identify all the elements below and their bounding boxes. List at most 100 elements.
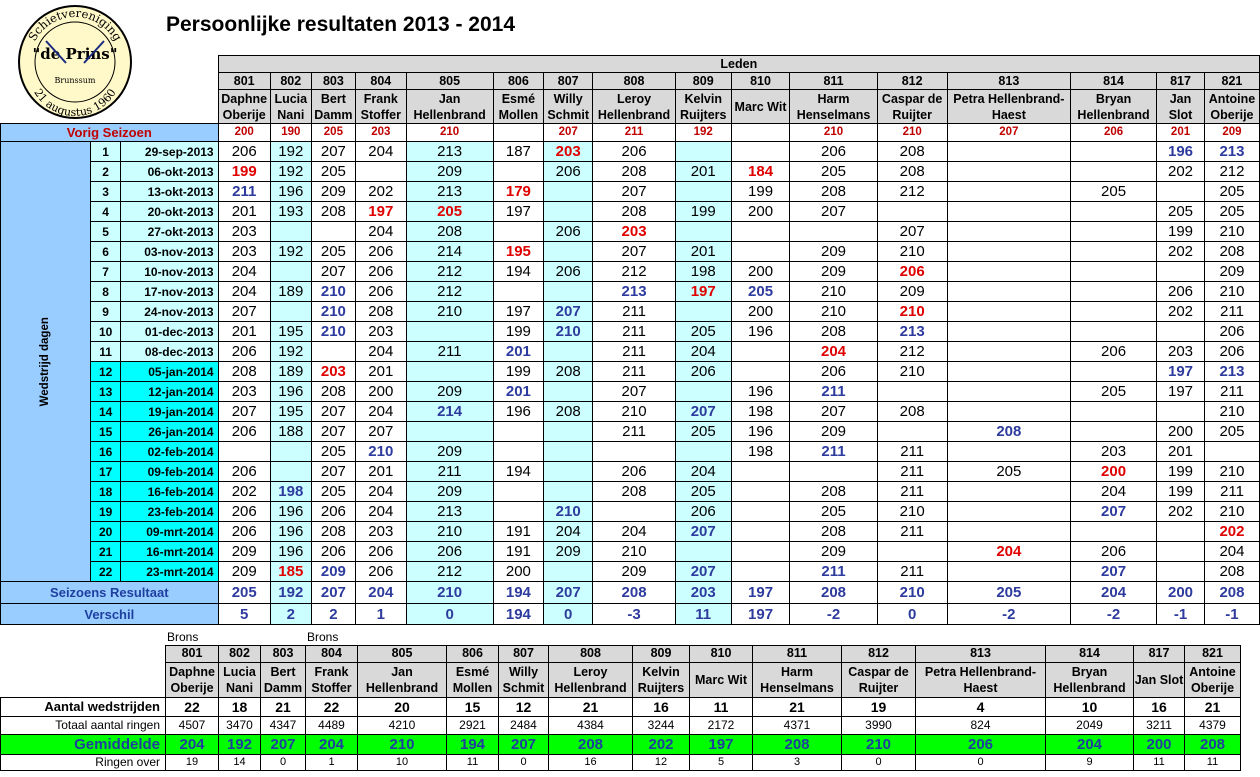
score-cell: 211 [876, 521, 948, 542]
score-cell: 209 [789, 261, 878, 282]
score-cell: 205 [405, 201, 494, 222]
member-name: Bert Damm [310, 89, 357, 124]
round-number: 16 [90, 441, 121, 462]
member-name: Jan Hellenbrand [357, 661, 447, 698]
score-cell: 211 [217, 181, 271, 202]
member-name: Lucia Nani [269, 89, 312, 124]
member-name: Caspar de Ruijter [876, 89, 948, 124]
member-name: Petra Hellenbrand-Haest [915, 661, 1046, 698]
round-number: 2 [90, 161, 121, 182]
matches-value: 19 [841, 696, 916, 717]
average-value: 204 [1045, 733, 1134, 755]
score-cell: 207 [310, 421, 357, 442]
score-cell [946, 341, 1072, 362]
difference-value: 197 [730, 603, 791, 625]
member-number: 807 [498, 644, 549, 663]
round-number: 21 [90, 541, 121, 562]
member-number: 801 [217, 72, 271, 90]
score-cell: 201 [1156, 441, 1205, 462]
rings-over-value: 12 [632, 753, 690, 771]
previous-season-value: 211 [592, 123, 676, 142]
score-cell [946, 361, 1072, 382]
round-date: 27-okt-2013 [120, 221, 219, 242]
score-cell: 210 [543, 321, 594, 342]
score-cell [492, 441, 545, 462]
score-cell: 207 [217, 401, 271, 422]
score-cell: 210 [876, 501, 948, 522]
round-date: 10-nov-2013 [120, 261, 219, 282]
score-cell: 208 [592, 161, 676, 182]
average-value: 200 [1133, 733, 1185, 755]
score-cell: 210 [1203, 461, 1260, 482]
rings-over-value: 5 [689, 753, 753, 771]
score-cell [492, 221, 545, 242]
season-result-value: 210 [405, 581, 494, 604]
logo-place: Brunssum [55, 76, 96, 85]
score-cell: 211 [789, 381, 878, 402]
season-result-value: 203 [674, 581, 732, 604]
score-cell: 184 [730, 161, 791, 182]
score-cell [674, 301, 732, 322]
score-cell: 206 [1069, 341, 1158, 362]
score-cell: 206 [592, 461, 676, 482]
member-number: 817 [1156, 72, 1205, 90]
score-cell: 209 [789, 541, 878, 562]
score-cell: 213 [876, 321, 948, 342]
difference-value: 0 [876, 603, 948, 625]
member-number: 807 [543, 72, 594, 90]
score-cell: 203 [355, 521, 407, 542]
matches-value: 21 [260, 696, 306, 717]
score-cell: 211 [876, 481, 948, 502]
member-name: Marc Wit [689, 661, 753, 698]
score-cell: 197 [355, 201, 407, 222]
member-number: 821 [1184, 644, 1241, 663]
score-cell: 207 [789, 201, 878, 222]
score-cell: 212 [592, 261, 676, 282]
score-cell [789, 221, 878, 242]
round-date: 09-feb-2014 [120, 461, 219, 482]
round-number: 22 [90, 561, 121, 582]
member-name: Bryan Hellenbrand [1069, 89, 1158, 124]
previous-season-value [492, 123, 545, 142]
matches-value: 16 [632, 696, 690, 717]
score-cell: 214 [405, 401, 494, 422]
score-cell [1156, 321, 1205, 342]
round-date: 12-jan-2014 [120, 381, 219, 402]
round-date: 23-feb-2014 [120, 501, 219, 522]
score-cell: 213 [1203, 141, 1260, 162]
member-number: 803 [310, 72, 357, 90]
average-value: 204 [165, 733, 219, 755]
round-number: 5 [90, 221, 121, 242]
score-cell: 209 [405, 481, 494, 502]
member-number: 806 [492, 72, 545, 90]
score-cell [946, 381, 1072, 402]
score-cell: 204 [1069, 481, 1158, 502]
member-name: Marc Wit [730, 89, 791, 124]
previous-season-value: 209 [1203, 123, 1260, 142]
score-cell: 206 [355, 261, 407, 282]
score-cell: 206 [355, 241, 407, 262]
score-cell: 210 [1203, 221, 1260, 242]
score-cell [1156, 401, 1205, 422]
total-rings-value: 3211 [1133, 715, 1185, 735]
score-cell: 207 [1069, 501, 1158, 522]
score-cell [1069, 221, 1158, 242]
score-cell [1156, 561, 1205, 582]
score-cell: 207 [543, 301, 594, 322]
medal-row: Brons Brons [0, 629, 1260, 645]
member-name: Jan Hellenbrand [405, 89, 494, 124]
score-cell: 211 [405, 461, 494, 482]
score-cell: 203 [1069, 441, 1158, 462]
score-cell: 211 [1203, 301, 1260, 322]
score-cell: 206 [217, 341, 271, 362]
score-cell [946, 481, 1072, 502]
score-cell [946, 201, 1072, 222]
score-cell: 199 [1156, 461, 1205, 482]
score-cell: 212 [405, 281, 494, 302]
score-cell [946, 561, 1072, 582]
difference-value: 0 [543, 603, 594, 625]
score-cell: 192 [269, 141, 312, 162]
score-cell: 206 [310, 501, 357, 522]
score-cell: 198 [730, 441, 791, 462]
season-result-value: 207 [543, 581, 594, 604]
